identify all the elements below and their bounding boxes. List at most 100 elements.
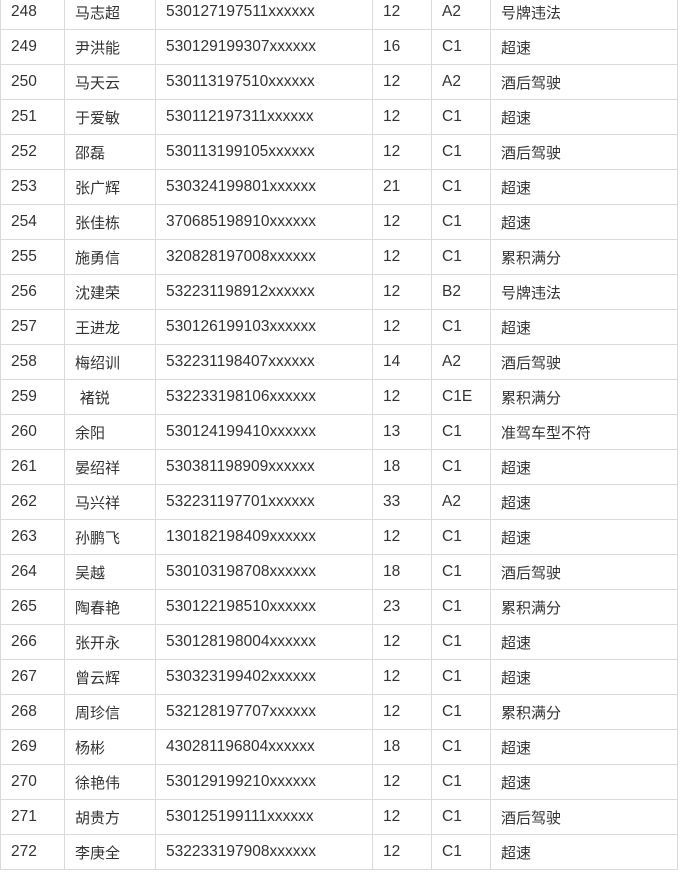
name-cell: 梅绍训 bbox=[64, 344, 156, 380]
id-number-cell: 532233197908xxxxxx bbox=[155, 834, 373, 870]
table-row: 270 徐艳伟 530129199210xxxxxx 12 C1 超速 bbox=[0, 764, 678, 800]
violation-type-cell: 累积满分 bbox=[490, 239, 678, 275]
name-cell: 余阳 bbox=[64, 414, 156, 450]
table-row: 261 晏绍祥 530381198909xxxxxx 18 C1 超速 bbox=[0, 449, 678, 485]
license-class-cell: C1 bbox=[431, 659, 491, 695]
table-row: 263 孙鹏飞 130182198409xxxxxx 12 C1 超速 bbox=[0, 519, 678, 555]
violation-type-cell: 酒后驾驶 bbox=[490, 799, 678, 835]
id-number-cell: 130182198409xxxxxx bbox=[155, 519, 373, 555]
row-number-cell: 252 bbox=[0, 134, 65, 170]
name-cell: 张佳栋 bbox=[64, 204, 156, 240]
table-row: 255 施勇信 320828197008xxxxxx 12 C1 累积满分 bbox=[0, 239, 678, 275]
points-cell: 12 bbox=[372, 134, 432, 170]
table-row: 254 张佳栋 370685198910xxxxxx 12 C1 超速 bbox=[0, 204, 678, 240]
name-cell: 于爱敏 bbox=[64, 99, 156, 135]
id-number-cell: 530129199307xxxxxx bbox=[155, 29, 373, 65]
id-number-cell: 530323199402xxxxxx bbox=[155, 659, 373, 695]
table-row: 253 张广辉 530324199801xxxxxx 21 C1 超速 bbox=[0, 169, 678, 205]
points-cell: 12 bbox=[372, 204, 432, 240]
row-number-cell: 258 bbox=[0, 344, 65, 380]
violation-type-cell: 超速 bbox=[490, 834, 678, 870]
license-class-cell: C1 bbox=[431, 449, 491, 485]
violation-type-cell: 累积满分 bbox=[490, 379, 678, 415]
violation-type-cell: 超速 bbox=[490, 204, 678, 240]
name-cell: 杨彬 bbox=[64, 729, 156, 765]
license-class-cell: A2 bbox=[431, 64, 491, 100]
violation-type-cell: 超速 bbox=[490, 449, 678, 485]
name-cell: 晏绍祥 bbox=[64, 449, 156, 485]
license-class-cell: C1 bbox=[431, 239, 491, 275]
row-number-cell: 262 bbox=[0, 484, 65, 520]
violation-type-cell: 酒后驾驶 bbox=[490, 554, 678, 590]
table-row: 256 沈建荣 532231198912xxxxxx 12 B2 号牌违法 bbox=[0, 274, 678, 310]
points-cell: 14 bbox=[372, 344, 432, 380]
id-number-cell: 532231197701xxxxxx bbox=[155, 484, 373, 520]
name-cell: 马兴祥 bbox=[64, 484, 156, 520]
points-cell: 12 bbox=[372, 379, 432, 415]
license-class-cell: C1 bbox=[431, 414, 491, 450]
violation-table: 248 马志超 530127197511xxxxxx 12 A2 号牌违法 249 尹洪能 53… bbox=[0, 0, 678, 870]
table-row: 251 于爱敏 530112197311xxxxxx 12 C1 超速 bbox=[0, 99, 678, 135]
points-cell: 18 bbox=[372, 554, 432, 590]
name-cell: 马天云 bbox=[64, 64, 156, 100]
id-number-cell: 530103198708xxxxxx bbox=[155, 554, 373, 590]
table-body: 248 马志超 530127197511xxxxxx 12 A2 号牌违法 249 尹洪能 53… bbox=[0, 0, 678, 870]
violation-type-cell: 酒后驾驶 bbox=[490, 344, 678, 380]
name-cell: 吴越 bbox=[64, 554, 156, 590]
name-cell: 曾云辉 bbox=[64, 659, 156, 695]
name-cell: 张广辉 bbox=[64, 169, 156, 205]
violation-type-cell: 超速 bbox=[490, 659, 678, 695]
points-cell: 18 bbox=[372, 729, 432, 765]
id-number-cell: 530113197510xxxxxx bbox=[155, 64, 373, 100]
id-number-cell: 370685198910xxxxxx bbox=[155, 204, 373, 240]
violation-type-cell: 准驾车型不符 bbox=[490, 414, 678, 450]
table-row: 259 褚锐 532233198106xxxxxx 12 C1E 累积满分 bbox=[0, 379, 678, 415]
points-cell: 18 bbox=[372, 449, 432, 485]
violation-type-cell: 超速 bbox=[490, 484, 678, 520]
violation-type-cell: 超速 bbox=[490, 99, 678, 135]
points-cell: 12 bbox=[372, 239, 432, 275]
table-row: 252 邵磊 530113199105xxxxxx 12 C1 酒后驾驶 bbox=[0, 134, 678, 170]
row-number-cell: 261 bbox=[0, 449, 65, 485]
points-cell: 12 bbox=[372, 274, 432, 310]
row-number-cell: 268 bbox=[0, 694, 65, 730]
name-cell: 周珍信 bbox=[64, 694, 156, 730]
points-cell: 12 bbox=[372, 834, 432, 870]
license-class-cell: C1 bbox=[431, 99, 491, 135]
violation-type-cell: 酒后驾驶 bbox=[490, 64, 678, 100]
id-number-cell: 530122198510xxxxxx bbox=[155, 589, 373, 625]
name-cell: 施勇信 bbox=[64, 239, 156, 275]
points-cell: 12 bbox=[372, 64, 432, 100]
id-number-cell: 532231198912xxxxxx bbox=[155, 274, 373, 310]
points-cell: 21 bbox=[372, 169, 432, 205]
name-cell: 沈建荣 bbox=[64, 274, 156, 310]
id-number-cell: 530125199111xxxxxx bbox=[155, 799, 373, 835]
id-number-cell: 532128197707xxxxxx bbox=[155, 694, 373, 730]
license-class-cell: A2 bbox=[431, 344, 491, 380]
license-class-cell: C1 bbox=[431, 799, 491, 835]
id-number-cell: 530128198004xxxxxx bbox=[155, 624, 373, 660]
points-cell: 33 bbox=[372, 484, 432, 520]
id-number-cell: 530324199801xxxxxx bbox=[155, 169, 373, 205]
table-row: 250 马天云 530113197510xxxxxx 12 A2 酒后驾驶 bbox=[0, 64, 678, 100]
id-number-cell: 530112197311xxxxxx bbox=[155, 99, 373, 135]
violation-type-cell: 超速 bbox=[490, 169, 678, 205]
violation-type-cell: 超速 bbox=[490, 729, 678, 765]
name-cell: 胡贵方 bbox=[64, 799, 156, 835]
license-class-cell: A2 bbox=[431, 484, 491, 520]
name-cell: 尹洪能 bbox=[64, 29, 156, 65]
points-cell: 12 bbox=[372, 659, 432, 695]
row-number-cell: 271 bbox=[0, 799, 65, 835]
row-number-cell: 266 bbox=[0, 624, 65, 660]
name-cell: 陶春艳 bbox=[64, 589, 156, 625]
id-number-cell: 320828197008xxxxxx bbox=[155, 239, 373, 275]
name-cell: 马志超 bbox=[64, 0, 156, 30]
license-class-cell: C1 bbox=[431, 204, 491, 240]
points-cell: 12 bbox=[372, 0, 432, 30]
row-number-cell: 249 bbox=[0, 29, 65, 65]
violation-type-cell: 累积满分 bbox=[490, 694, 678, 730]
row-number-cell: 248 bbox=[0, 0, 65, 30]
table-row: 258 梅绍训 532231198407xxxxxx 14 A2 酒后驾驶 bbox=[0, 344, 678, 380]
row-number-cell: 255 bbox=[0, 239, 65, 275]
points-cell: 12 bbox=[372, 694, 432, 730]
